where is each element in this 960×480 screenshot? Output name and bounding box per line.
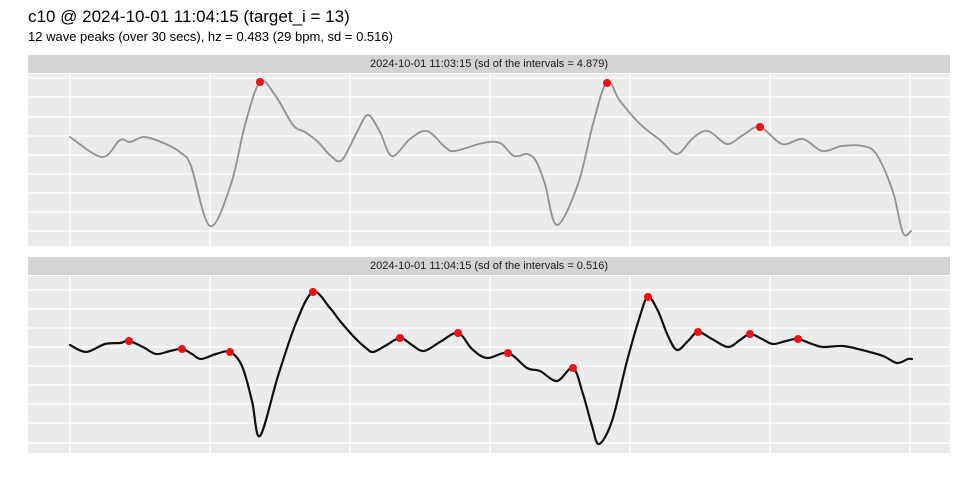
peak-marker	[226, 348, 234, 356]
facet-panel-2: 2024-10-01 11:04:15 (sd of the intervals…	[28, 257, 950, 453]
peak-marker	[746, 330, 754, 338]
waveform-chart-1	[28, 74, 950, 246]
peak-marker	[603, 79, 611, 87]
facet-strip-label-1: 2024-10-01 11:03:15 (sd of the intervals…	[28, 55, 950, 73]
waveform-chart-2	[28, 276, 950, 453]
peak-marker	[694, 328, 702, 336]
page-subtitle: 12 wave peaks (over 30 secs), hz = 0.483…	[28, 29, 393, 44]
peak-marker	[644, 293, 652, 301]
peak-marker	[504, 349, 512, 357]
panel-background	[28, 74, 950, 246]
peak-marker	[569, 364, 577, 372]
peak-marker	[178, 345, 186, 353]
peak-marker	[794, 335, 802, 343]
peak-marker	[454, 329, 462, 337]
peak-marker	[756, 123, 764, 131]
peak-marker	[125, 337, 133, 345]
page-title: c10 @ 2024-10-01 11:04:15 (target_i = 13…	[28, 7, 350, 26]
peak-marker	[256, 78, 264, 86]
peak-marker	[396, 334, 404, 342]
panel-background	[28, 276, 950, 453]
facet-strip-label-2: 2024-10-01 11:04:15 (sd of the intervals…	[28, 257, 950, 275]
peak-marker	[309, 288, 317, 296]
facet-panel-1: 2024-10-01 11:03:15 (sd of the intervals…	[28, 55, 950, 246]
